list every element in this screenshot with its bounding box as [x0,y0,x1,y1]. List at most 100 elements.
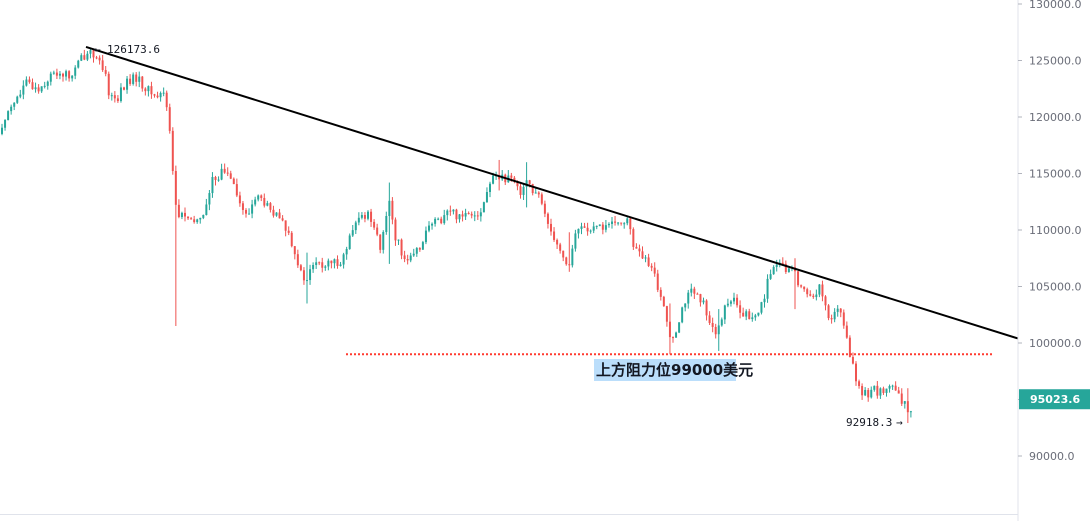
candle-body [202,215,205,218]
candle-body [281,218,284,221]
candle-body [675,332,678,338]
candle-body [55,72,58,76]
candle-body [720,319,723,326]
candle-body [220,168,223,180]
candle-body [684,303,687,308]
candle-body [443,215,446,224]
candle-body [513,177,516,182]
candle-body [784,263,787,273]
candle-body [629,218,632,230]
candle-body [315,262,318,265]
candle-body [586,227,589,232]
candle-body [406,259,409,261]
candle-body [879,388,882,396]
candle-body [537,192,540,195]
candle-body [848,337,851,358]
candle-body [437,218,440,220]
candle-body [489,183,491,193]
candles-layer [1,47,912,424]
candle-body [89,50,92,54]
candle-body [897,390,900,394]
candle-body [455,209,458,220]
candle-body [22,85,25,95]
candle-body [235,184,238,196]
candle-body [452,209,455,212]
candle-body [858,381,861,387]
candle-body [644,257,647,259]
candle-body [211,177,214,194]
candle-body [449,210,452,212]
candle-body [400,239,403,256]
candle-body [623,223,626,225]
candle-body [147,86,150,92]
candle-body [894,385,897,391]
candle-body [900,393,903,404]
candle-body [702,300,705,303]
candle-body [736,297,739,306]
candle-body [754,315,757,318]
candle-body [620,222,623,224]
candle-body [440,218,443,224]
y-tick-label: 130000.0 [1029,0,1082,11]
candle-body [614,221,617,223]
candle-body [583,226,586,228]
candle-body [217,179,220,181]
candle-body [611,221,613,224]
candle-body [556,239,559,245]
candle-body [882,388,885,393]
candle-body [336,259,339,266]
candle-body [540,194,543,204]
candle-body [367,211,369,219]
candle-body [864,389,867,396]
candle-body [382,232,385,250]
candle-body [266,203,269,206]
candle-body [190,218,193,220]
candle-body [739,305,742,313]
candle-body [306,280,308,282]
candle-body [68,71,71,79]
candle-body [98,57,101,61]
candle-body [409,255,412,261]
candle-body [647,257,650,266]
candle-body [809,294,812,296]
candle-body [705,300,708,316]
candle-body [467,213,470,215]
candle-body [681,307,684,323]
y-tick-label: 120000.0 [1029,111,1082,124]
candle-body [165,92,168,108]
overlays-layer: 上方阻力位99000美元 ← 126173.6 92918.3 → [85,43,1019,429]
candle-body [803,286,806,290]
candle-body [617,222,620,224]
candle-body [836,308,839,312]
candle-body [787,268,790,273]
candle-body [257,195,260,200]
candle-body [126,78,129,90]
candle-body [757,312,760,316]
candle-body [870,389,873,398]
candle-body [77,60,80,68]
candle-body [855,363,857,382]
candle-body [745,311,748,317]
candle-body [428,225,430,231]
candle-body [52,72,55,74]
candle-body [446,210,449,216]
candle-body [260,195,263,198]
candle-body [589,230,592,232]
candle-body [62,73,64,77]
candle-body [546,213,549,224]
candle-body [708,315,711,324]
candle-body [318,262,321,264]
candle-body [696,293,699,295]
candle-body [284,220,287,231]
candle-body [302,270,305,281]
candle-body [376,227,379,235]
candle-body [25,79,28,86]
candle-body [638,248,641,252]
candle-body [199,217,202,220]
candle-body [223,168,226,173]
candle-body [49,73,52,82]
candle-body [891,385,894,387]
candle-body [818,284,821,295]
